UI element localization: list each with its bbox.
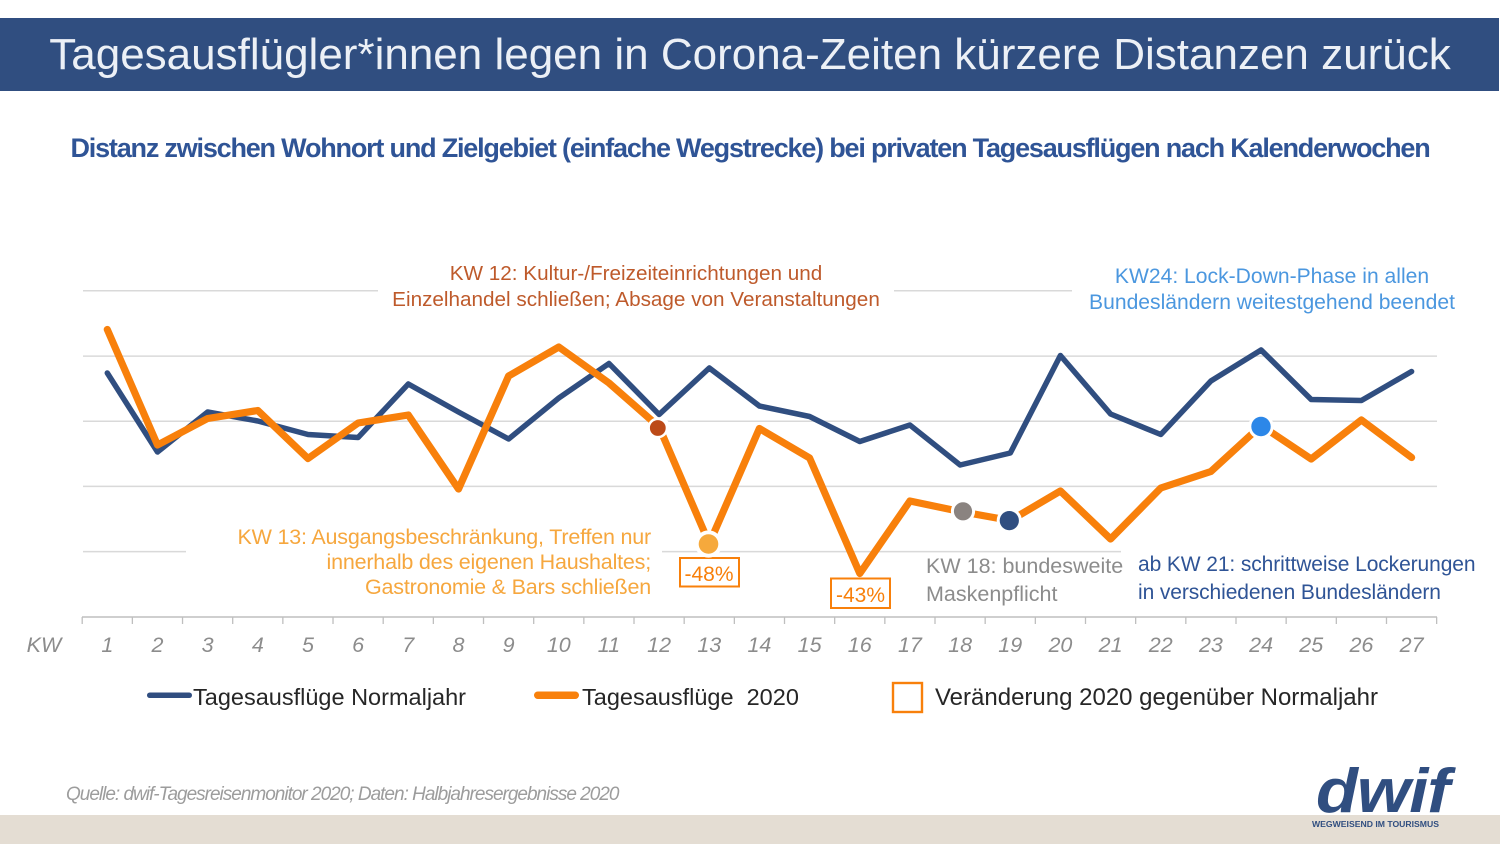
svg-text:15: 15: [798, 633, 823, 657]
svg-text:9: 9: [503, 633, 515, 657]
svg-text:7: 7: [402, 633, 415, 657]
svg-text:25: 25: [1298, 633, 1324, 657]
svg-text:4: 4: [252, 633, 264, 657]
svg-text:24: 24: [1248, 633, 1273, 657]
svg-text:20: 20: [1047, 633, 1072, 657]
svg-text:6: 6: [352, 633, 364, 657]
svg-text:13: 13: [697, 633, 721, 657]
svg-text:14: 14: [747, 633, 771, 657]
svg-text:27: 27: [1399, 633, 1425, 657]
svg-text:3: 3: [202, 633, 214, 657]
svg-text:8: 8: [452, 633, 464, 657]
svg-text:18: 18: [948, 633, 972, 657]
svg-text:26: 26: [1348, 633, 1373, 657]
svg-text:-48%: -48%: [684, 563, 733, 586]
svg-text:21: 21: [1098, 633, 1123, 657]
svg-text:WEGWEISEND IM TOURISMUS: WEGWEISEND IM TOURISMUS: [1312, 819, 1439, 829]
svg-text:KW: KW: [27, 633, 63, 657]
svg-text:dwif: dwif: [1316, 757, 1456, 826]
svg-text:17: 17: [898, 633, 923, 657]
svg-text:12: 12: [647, 633, 671, 657]
svg-text:22: 22: [1148, 633, 1173, 657]
svg-text:5: 5: [302, 633, 315, 657]
svg-text:19: 19: [998, 633, 1022, 657]
svg-text:10: 10: [547, 633, 571, 657]
svg-text:2: 2: [150, 633, 163, 657]
svg-text:-43%: -43%: [836, 584, 885, 607]
svg-text:1: 1: [101, 633, 113, 657]
svg-text:11: 11: [598, 633, 620, 657]
svg-text:16: 16: [848, 633, 872, 657]
svg-text:23: 23: [1198, 633, 1223, 657]
